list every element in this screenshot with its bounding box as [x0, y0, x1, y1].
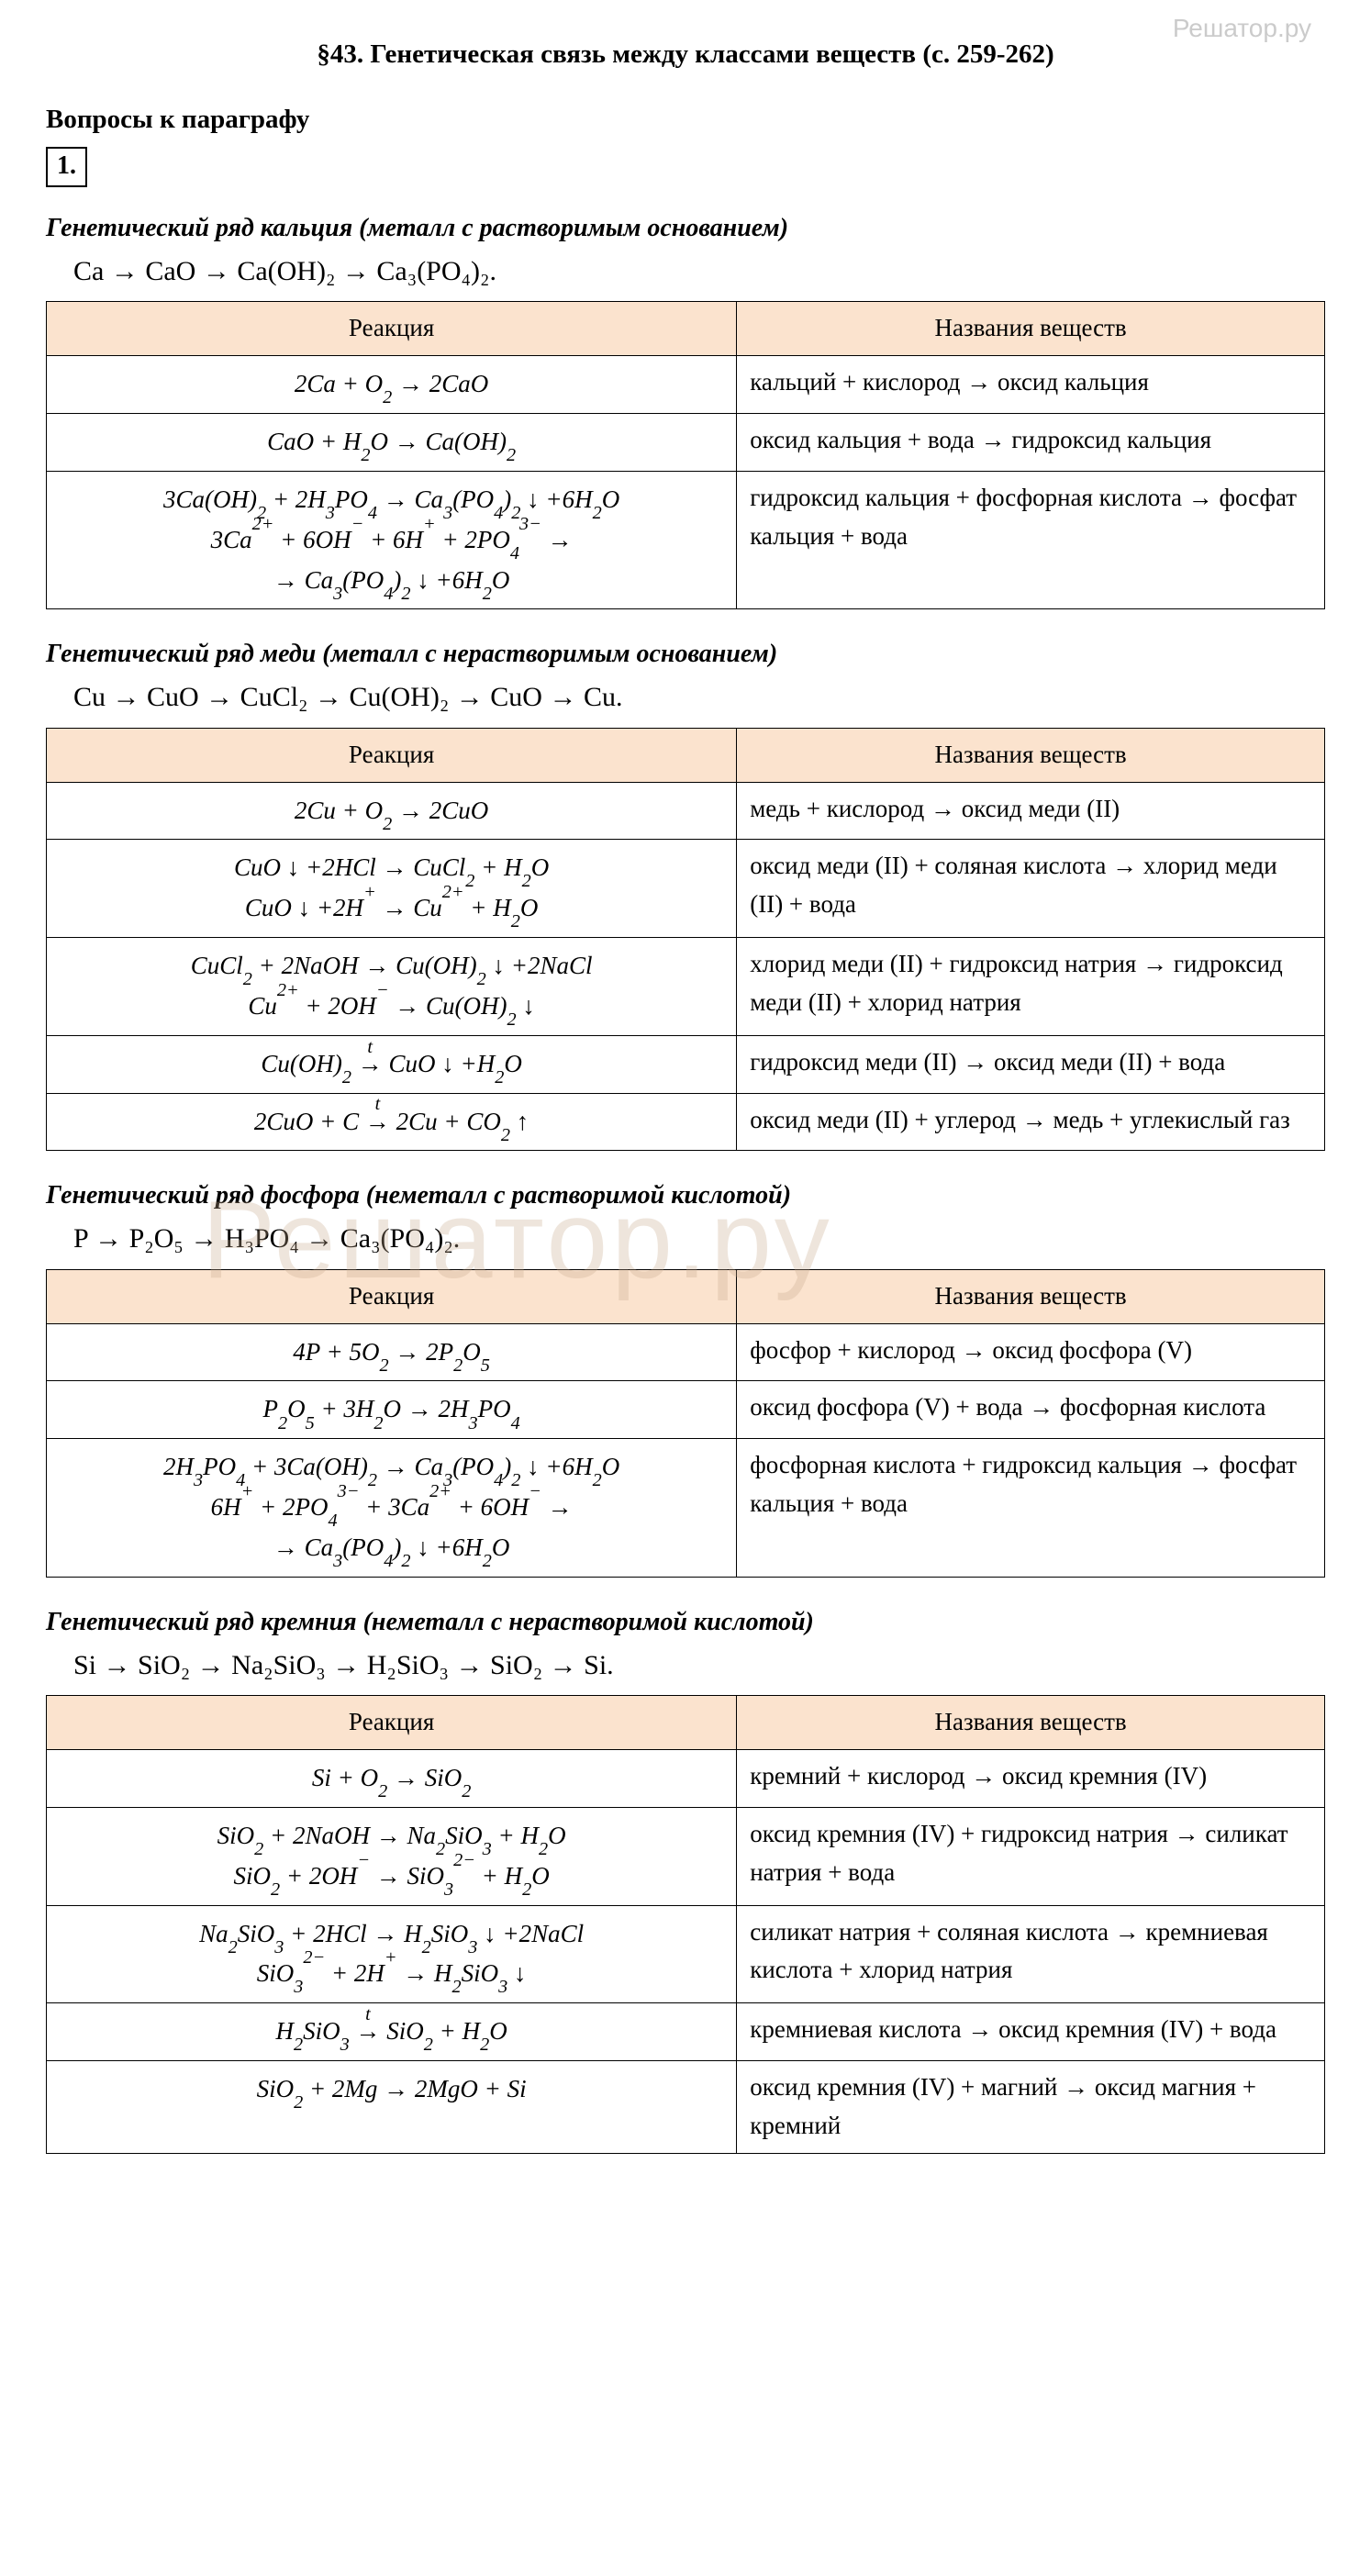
table-row: 3Ca(OH)2 + 2H3PO4 → Ca3(PO4)2 ↓ +6H2O3Ca… [47, 471, 1325, 609]
page-title: §43. Генетическая связь между классами в… [46, 37, 1325, 72]
reaction-cell: Cu(OH)2 → CuO ↓ +H2O [47, 1035, 737, 1093]
table-row: Si + O2 → SiO2кремний + кислород → оксид… [47, 1749, 1325, 1807]
reaction-cell: P2O5 + 3H2O → 2H3PO4 [47, 1381, 737, 1439]
table-row: 2Cu + O2 → 2CuOмедь + кислород → оксид м… [47, 782, 1325, 840]
series-title: Генетический ряд фосфора (неметалл с рас… [46, 1178, 1325, 1213]
names-cell: гидроксид меди (II) → оксид меди (II) + … [737, 1035, 1325, 1093]
reaction-cell: 4P + 5O2 → 2P2O5 [47, 1323, 737, 1381]
names-cell: гидроксид кальция + фосфорная кислота → … [737, 471, 1325, 609]
names-cell: медь + кислород → оксид меди (II) [737, 782, 1325, 840]
names-cell: оксид кремния (IV) + гидроксид натрия → … [737, 1807, 1325, 1905]
reaction-cell: CuCl2 + 2NaOH → Cu(OH)2 ↓ +2NaClCu2+ + 2… [47, 938, 737, 1036]
series-title: Генетический ряд кремния (неметалл с нер… [46, 1605, 1325, 1640]
names-cell: фосфор + кислород → оксид фосфора (V) [737, 1323, 1325, 1381]
reaction-table: РеакцияНазвания веществ2Ca + O2 → 2CaOка… [46, 301, 1325, 609]
col-header-reaction: Реакция [47, 302, 737, 356]
reaction-chain: Si → SiO₂ → Na₂SiO₃ → H₂SiO₃ → SiO₂ → Si… [46, 1647, 1325, 1685]
reaction-cell: 2Ca + O2 → 2CaO [47, 356, 737, 414]
names-cell: оксид кремния (IV) + магний → оксид магн… [737, 2061, 1325, 2154]
reaction-cell: 2H3PO4 + 3Ca(OH)2 → Ca3(PO4)2 ↓ +6H2O6H+… [47, 1439, 737, 1578]
table-row: CuO ↓ +2HCl → CuCl2 + H2OCuO ↓ +2H+ → Cu… [47, 840, 1325, 938]
reaction-cell: SiO2 + 2Mg → 2MgO + Si [47, 2061, 737, 2154]
table-row: 2H3PO4 + 3Ca(OH)2 → Ca3(PO4)2 ↓ +6H2O6H+… [47, 1439, 1325, 1578]
reaction-table: РеакцияНазвания веществ2Cu + O2 → 2CuOме… [46, 728, 1325, 1152]
series-title: Генетический ряд кальция (металл с раств… [46, 211, 1325, 246]
col-header-names: Названия веществ [737, 302, 1325, 356]
col-header-names: Названия веществ [737, 1269, 1325, 1323]
reaction-cell: 2Cu + O2 → 2CuO [47, 782, 737, 840]
series-title: Генетический ряд меди (металл с нераство… [46, 637, 1325, 672]
table-row: 2CuO + C → 2Cu + CO2 ↑оксид меди (II) + … [47, 1093, 1325, 1151]
col-header-reaction: Реакция [47, 1696, 737, 1750]
reaction-table: РеакцияНазвания веществ4P + 5O2 → 2P2O5ф… [46, 1269, 1325, 1578]
table-row: 2Ca + O2 → 2CaOкальций + кислород → окси… [47, 356, 1325, 414]
table-row: SiO2 + 2NaOH → Na2SiO3 + H2OSiO2 + 2OH− … [47, 1807, 1325, 1905]
reaction-cell: CaO + H2O → Ca(OH)2 [47, 414, 737, 472]
col-header-names: Названия веществ [737, 728, 1325, 782]
reaction-cell: H2SiO3 → SiO2 + H2O [47, 2003, 737, 2061]
table-row: H2SiO3 → SiO2 + H2Oкремниевая кислота → … [47, 2003, 1325, 2061]
table-row: P2O5 + 3H2O → 2H3PO4оксид фосфора (V) + … [47, 1381, 1325, 1439]
names-cell: силикат натрия + соляная кислота → кремн… [737, 1905, 1325, 2003]
reaction-table: РеакцияНазвания веществSi + O2 → SiO2кре… [46, 1695, 1325, 2154]
col-header-reaction: Реакция [47, 1269, 737, 1323]
col-header-names: Названия веществ [737, 1696, 1325, 1750]
reaction-chain: P → P₂O₅ → H₃PO₄ → Ca₃(PO₄)₂. [46, 1221, 1325, 1258]
table-row: CuCl2 + 2NaOH → Cu(OH)2 ↓ +2NaClCu2+ + 2… [47, 938, 1325, 1036]
series-container: Генетический ряд кальция (металл с раств… [46, 211, 1325, 2154]
subheading: Вопросы к параграфу [46, 102, 1325, 138]
table-row: 4P + 5O2 → 2P2O5фосфор + кислород → окси… [47, 1323, 1325, 1381]
reaction-cell: 2CuO + C → 2Cu + CO2 ↑ [47, 1093, 737, 1151]
reaction-chain: Ca → CaO → Ca(OH)₂ → Ca₃(PO₄)₂. [46, 253, 1325, 291]
names-cell: оксид меди (II) + соляная кислота → хлор… [737, 840, 1325, 938]
watermark-corner: Решатор.ру [1173, 11, 1311, 46]
reaction-cell: CuO ↓ +2HCl → CuCl2 + H2OCuO ↓ +2H+ → Cu… [47, 840, 737, 938]
table-row: Na2SiO3 + 2HCl → H2SiO3 ↓ +2NaClSiO32− +… [47, 1905, 1325, 2003]
table-row: Cu(OH)2 → CuO ↓ +H2Oгидроксид меди (II) … [47, 1035, 1325, 1093]
names-cell: фосфорная кислота + гидроксид кальция → … [737, 1439, 1325, 1578]
names-cell: оксид меди (II) + углерод → медь + углек… [737, 1093, 1325, 1151]
reaction-cell: Si + O2 → SiO2 [47, 1749, 737, 1807]
names-cell: оксид фосфора (V) + вода → фосфорная кис… [737, 1381, 1325, 1439]
names-cell: кремний + кислород → оксид кремния (IV) [737, 1749, 1325, 1807]
names-cell: кремниевая кислота → оксид кремния (IV) … [737, 2003, 1325, 2061]
reaction-cell: 3Ca(OH)2 + 2H3PO4 → Ca3(PO4)2 ↓ +6H2O3Ca… [47, 471, 737, 609]
reaction-cell: SiO2 + 2NaOH → Na2SiO3 + H2OSiO2 + 2OH− … [47, 1807, 737, 1905]
reaction-chain: Cu → CuO → CuCl₂ → Cu(OH)₂ → CuO → Cu. [46, 679, 1325, 717]
names-cell: хлорид меди (II) + гидроксид натрия → ги… [737, 938, 1325, 1036]
table-row: SiO2 + 2Mg → 2MgO + Siоксид кремния (IV)… [47, 2061, 1325, 2154]
col-header-reaction: Реакция [47, 728, 737, 782]
names-cell: кальций + кислород → оксид кальция [737, 356, 1325, 414]
table-row: CaO + H2O → Ca(OH)2оксид кальция + вода … [47, 414, 1325, 472]
names-cell: оксид кальция + вода → гидроксид кальция [737, 414, 1325, 472]
question-number: 1. [46, 147, 87, 187]
reaction-cell: Na2SiO3 + 2HCl → H2SiO3 ↓ +2NaClSiO32− +… [47, 1905, 737, 2003]
